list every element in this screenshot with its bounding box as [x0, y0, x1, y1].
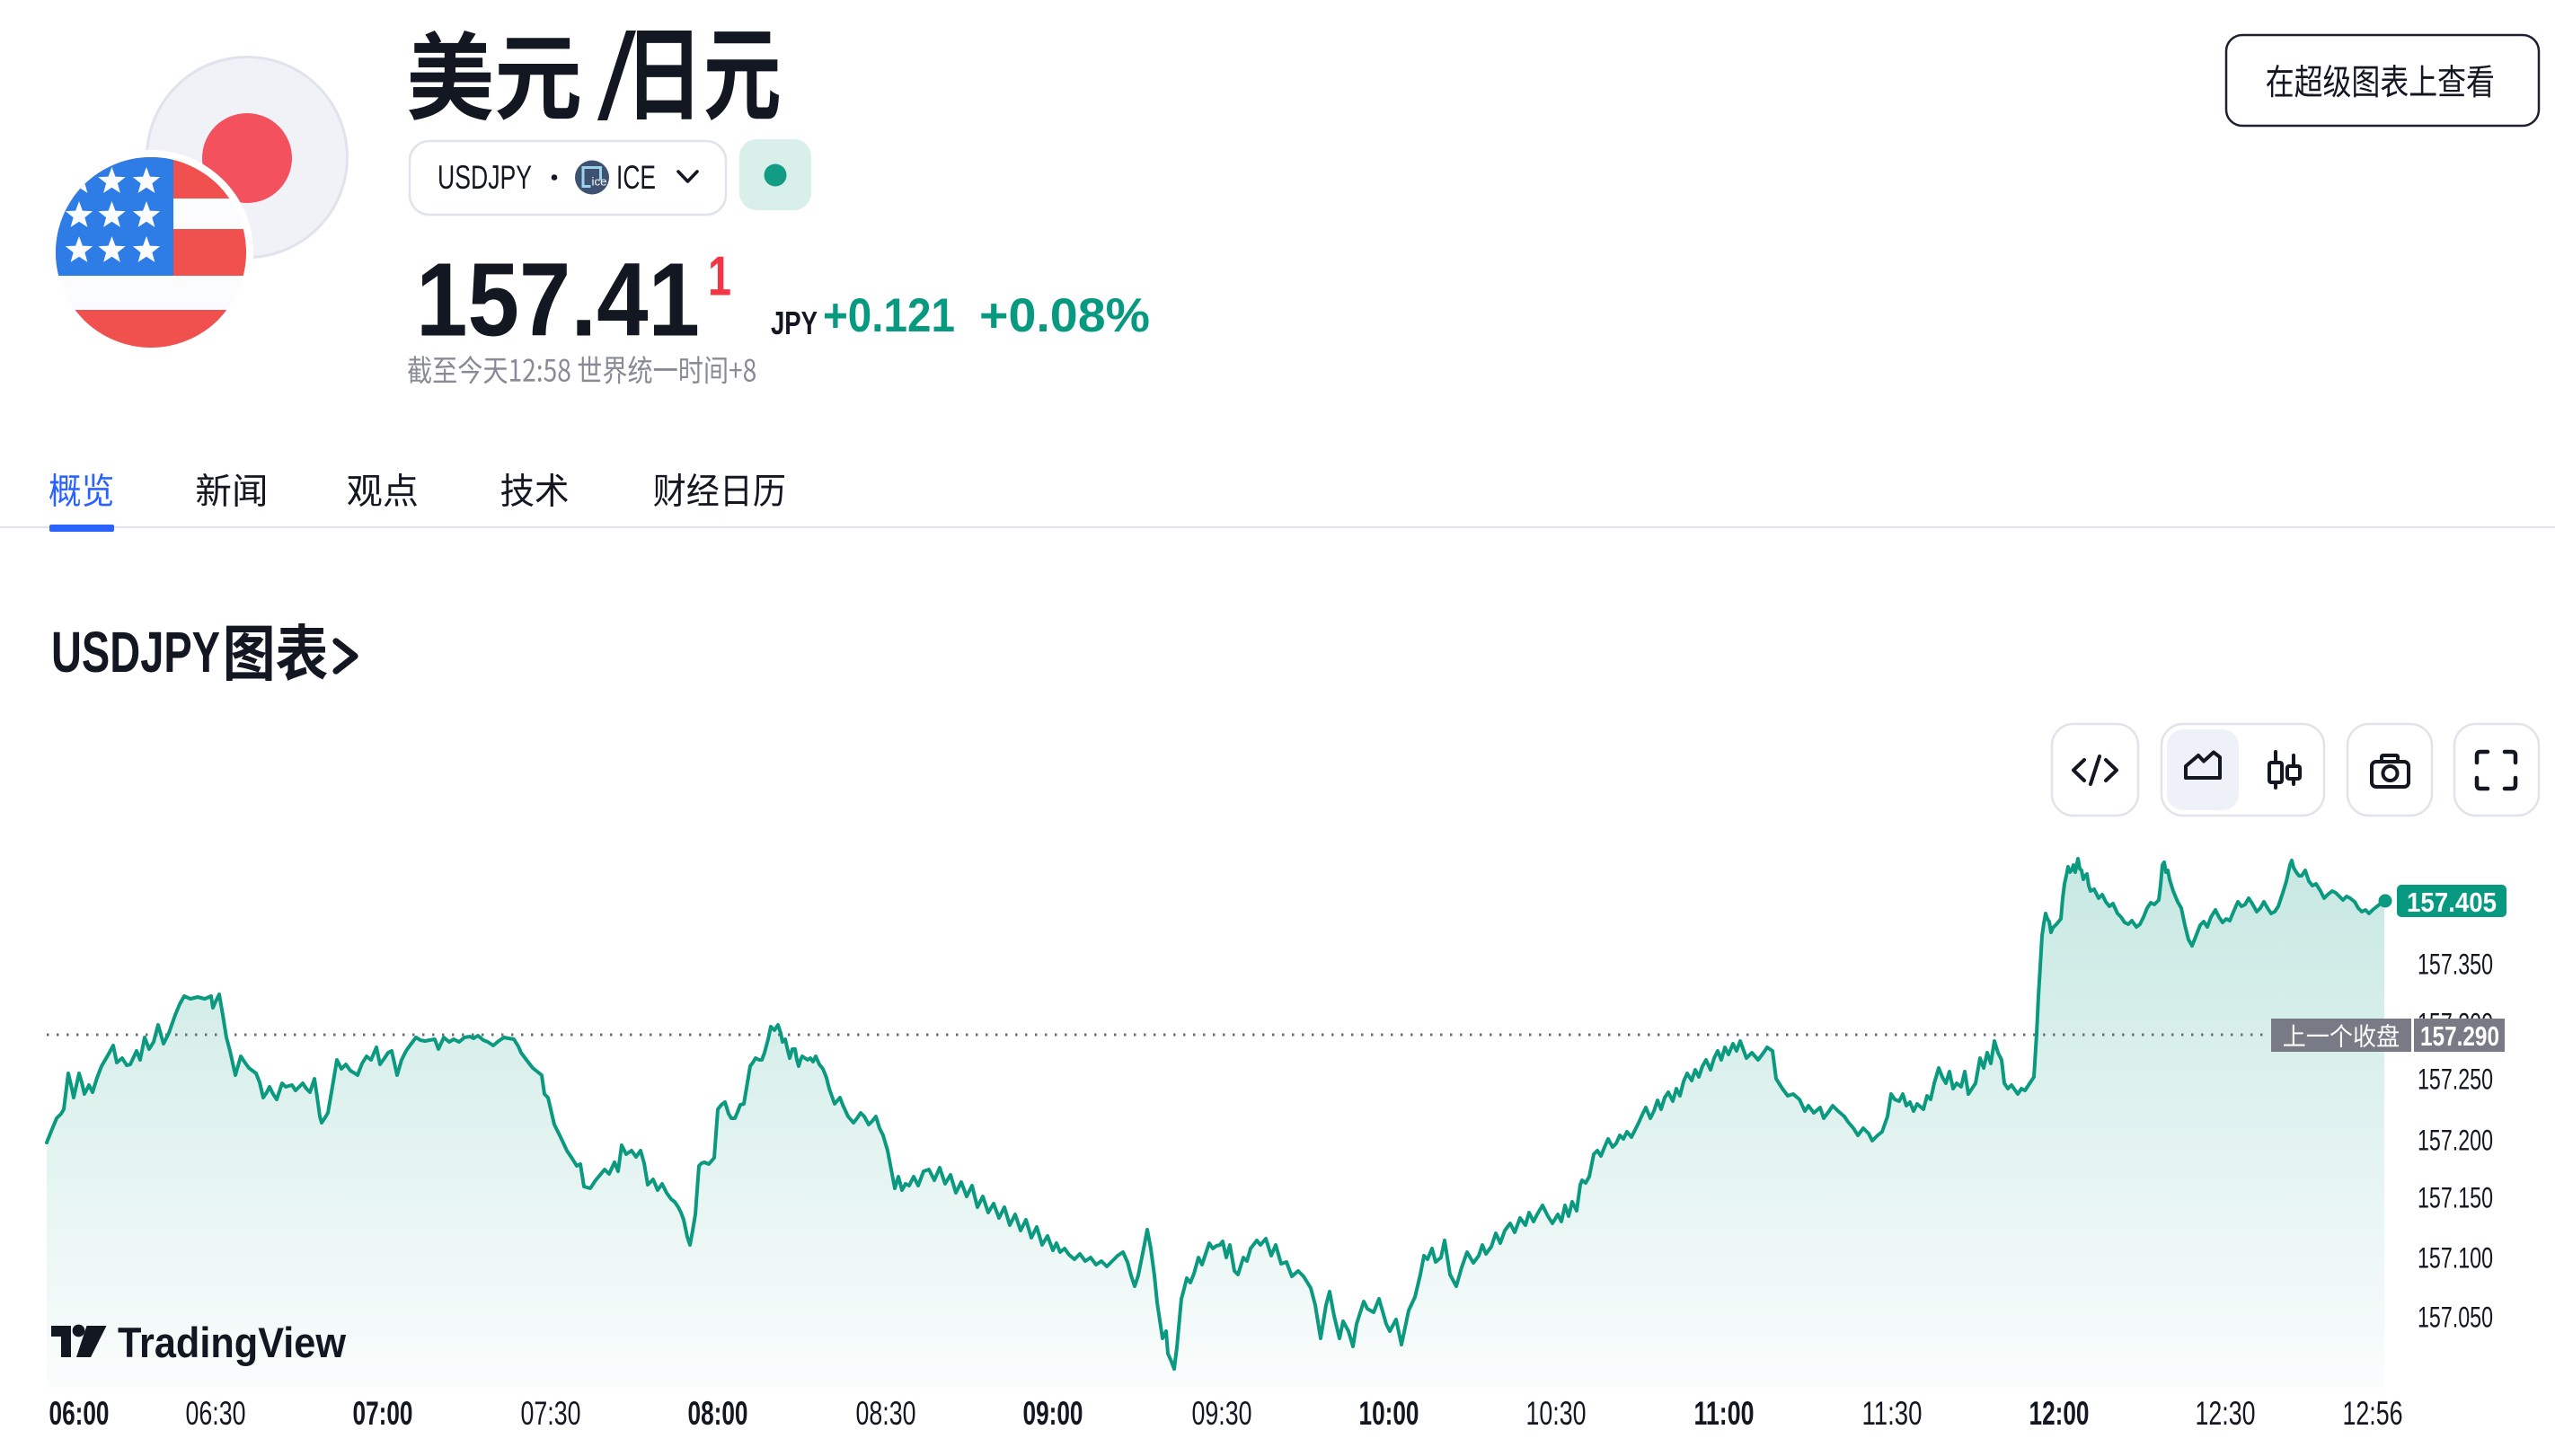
svg-text:ice: ice: [592, 175, 607, 189]
svg-text:09:30: 09:30: [1192, 1395, 1252, 1432]
svg-text:157.350: 157.350: [2418, 949, 2493, 981]
svg-text:1: 1: [708, 246, 731, 308]
svg-text:+0.08%: +0.08%: [979, 289, 1150, 342]
svg-text:TradingView: TradingView: [118, 1319, 346, 1366]
svg-text:09:00: 09:00: [1023, 1395, 1083, 1432]
svg-text:157.150: 157.150: [2418, 1182, 2493, 1214]
svg-text:07:30: 07:30: [521, 1395, 581, 1432]
svg-text:10:00: 10:00: [1359, 1395, 1419, 1432]
svg-text:ICE: ICE: [616, 159, 656, 196]
svg-text:12:30: 12:30: [2196, 1395, 2256, 1432]
svg-text:12:56: 12:56: [2343, 1395, 2403, 1432]
svg-text:USDJPY: USDJPY: [438, 159, 532, 196]
svg-text:11:30: 11:30: [1862, 1395, 1923, 1432]
svg-text:JPY: JPY: [771, 304, 818, 341]
svg-text:157.200: 157.200: [2418, 1125, 2493, 1157]
svg-text:157.290: 157.290: [2420, 1020, 2499, 1052]
svg-text:+0.121: +0.121: [823, 289, 955, 342]
svg-text:USDJPY: USDJPY: [51, 620, 220, 684]
svg-text:07:00: 07:00: [353, 1395, 413, 1432]
svg-text:11:00: 11:00: [1694, 1395, 1755, 1432]
svg-text:10:30: 10:30: [1526, 1395, 1587, 1432]
svg-text:08:30: 08:30: [856, 1395, 916, 1432]
svg-text:157.405: 157.405: [2407, 887, 2497, 918]
svg-text:157.41: 157.41: [416, 242, 700, 358]
svg-text:08:00: 08:00: [688, 1395, 748, 1432]
svg-text:06:00: 06:00: [49, 1395, 110, 1432]
svg-text:157.050: 157.050: [2418, 1302, 2493, 1334]
svg-text:12:00: 12:00: [2029, 1395, 2090, 1432]
svg-text:157.100: 157.100: [2418, 1242, 2493, 1275]
svg-text:157.250: 157.250: [2418, 1063, 2493, 1096]
svg-text:06:30: 06:30: [186, 1395, 246, 1432]
